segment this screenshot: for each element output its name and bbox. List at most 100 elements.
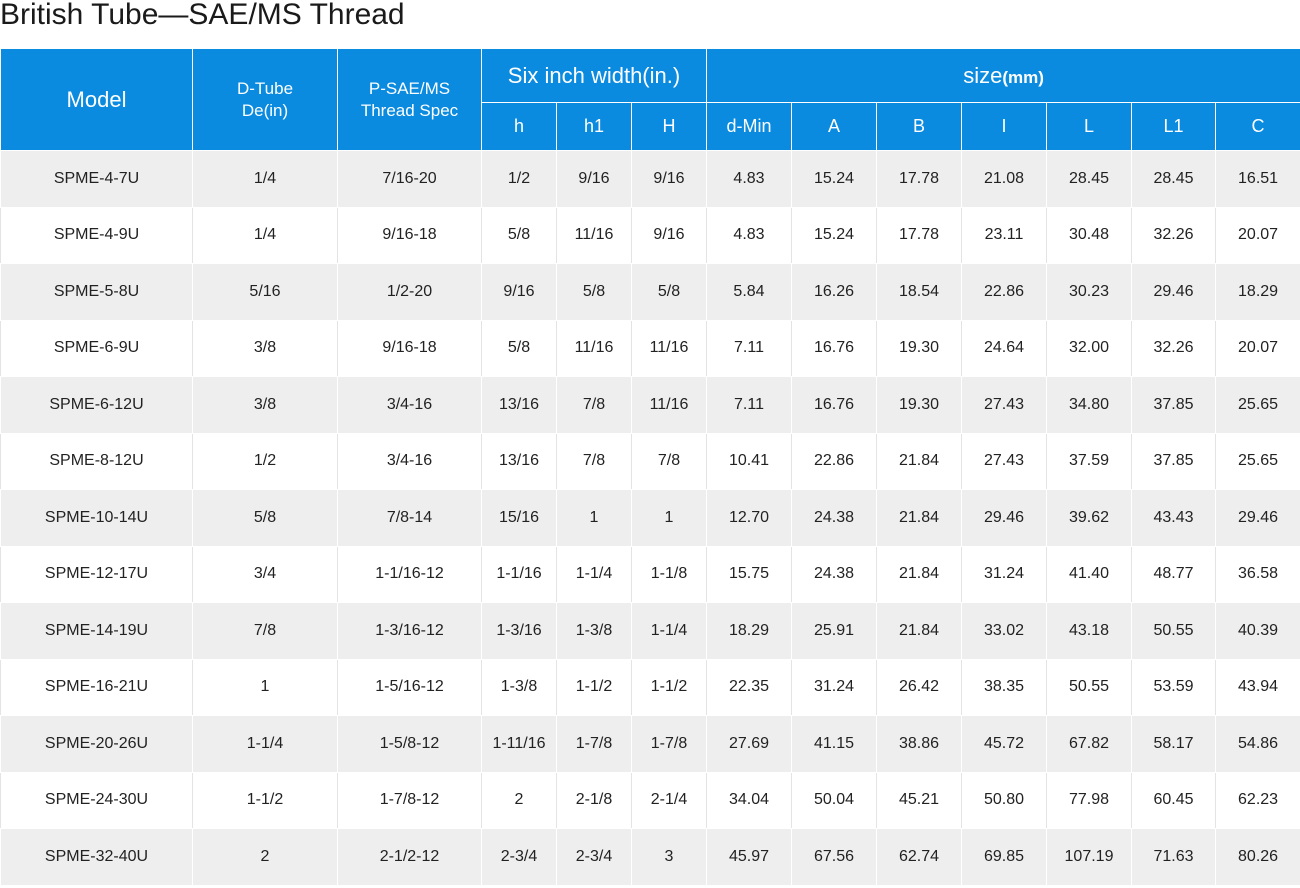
table-row: SPME-24-30U 1-1/2 1-7/8-12 2 2-1/8 2-1/4 34.04…: [0, 771, 1300, 829]
model-cell: SPME-4-9U: [0, 206, 193, 264]
model-cell: SPME-5-8U: [0, 263, 193, 321]
table-cell: 21.08: [961, 150, 1047, 208]
table-cell: 1/2: [192, 432, 338, 490]
table-cell: 24.38: [791, 545, 877, 603]
table-row: SPME-32-40U 2 2-1/2-12 2-3/4 2-3/4 3 45.97 67.5…: [0, 828, 1300, 886]
table-cell: 62.23: [1214, 771, 1300, 829]
table-cell: 10.41: [706, 432, 792, 490]
table-cell: 32.26: [1131, 206, 1216, 264]
model-cell: SPME-8-12U: [0, 432, 193, 490]
subheader-cell: I: [961, 102, 1047, 151]
table-cell: 18.29: [1214, 263, 1300, 321]
table-cell: 5/16: [192, 263, 338, 321]
table-cell: 3/4: [192, 545, 338, 603]
table-cell: 7.11: [706, 319, 792, 377]
table-cell: 67.82: [1046, 715, 1132, 773]
table-cell: 1-1/2: [631, 658, 707, 716]
table-cell: 11/16: [631, 319, 707, 377]
table-cell: 1-7/8: [631, 715, 707, 773]
table-cell: 7/8-14: [337, 489, 482, 547]
table-cell: 7/8: [556, 432, 632, 490]
table-cell: 15.24: [791, 150, 877, 208]
model-cell: SPME-10-14U: [0, 489, 193, 547]
table-cell: 1: [192, 658, 338, 716]
table-cell: 34.04: [706, 771, 792, 829]
table-cell: 1-5/16-12: [337, 658, 482, 716]
table-cell: 1-1/4: [192, 715, 338, 773]
table-cell: 1: [631, 489, 707, 547]
header-d-tube-line1: D-Tube: [236, 78, 294, 98]
table-cell: 1-7/8: [556, 715, 632, 773]
table-cell: 34.80: [1046, 376, 1132, 434]
table-cell: 60.45: [1131, 771, 1216, 829]
table-cell: 1/2: [481, 150, 557, 208]
table-cell: 32.00: [1046, 319, 1132, 377]
table-cell: 25.65: [1214, 376, 1300, 434]
table-cell: 20.07: [1214, 319, 1300, 377]
table-cell: 43.43: [1131, 489, 1216, 547]
table-cell: 17.78: [876, 150, 962, 208]
subheader-cell: C: [1214, 102, 1300, 151]
table-cell: 30.48: [1046, 206, 1132, 264]
table-cell: 2: [192, 828, 338, 886]
table-cell: 7/8: [631, 432, 707, 490]
table-cell: 29.46: [961, 489, 1047, 547]
table-cell: 37.59: [1046, 432, 1132, 490]
table-cell: 2-1/2-12: [337, 828, 482, 886]
table-cell: 107.19: [1046, 828, 1132, 886]
table-cell: 50.55: [1131, 602, 1216, 660]
table-cell: 21.84: [876, 602, 962, 660]
table-cell: 18.54: [876, 263, 962, 321]
table-cell: 41.15: [791, 715, 877, 773]
table-cell: 11/16: [556, 206, 632, 264]
header-six-inch-width: Six inch width(in.): [481, 48, 707, 103]
table-cell: 15/16: [481, 489, 557, 547]
table-row: SPME-6-9U 3/8 9/16-18 5/8 11/16 11/16 7.11 16.7…: [0, 319, 1300, 377]
table-body: SPME-4-7U 1/4 7/16-20 1/2 9/16 9/16 4.83 15.24 1…: [0, 150, 1300, 886]
table-cell: 4.83: [706, 206, 792, 264]
table-cell: 15.75: [706, 545, 792, 603]
table-row: SPME-4-9U 1/4 9/16-18 5/8 11/16 9/16 4.83 15.24…: [0, 206, 1300, 264]
table-cell: 9/16-18: [337, 319, 482, 377]
table-cell: 29.46: [1131, 263, 1216, 321]
table-cell: 45.72: [961, 715, 1047, 773]
table-cell: 45.21: [876, 771, 962, 829]
table-cell: 1-1/4: [556, 545, 632, 603]
table-cell: 31.24: [961, 545, 1047, 603]
table-cell: 1-3/8: [481, 658, 557, 716]
table-cell: 5/8: [556, 263, 632, 321]
table-cell: 1-7/8-12: [337, 771, 482, 829]
table-cell: 22.86: [791, 432, 877, 490]
table-cell: 17.78: [876, 206, 962, 264]
table-cell: 15.24: [791, 206, 877, 264]
header-p-sae-ms-line2: Thread Spec: [360, 100, 459, 120]
table-cell: 77.98: [1046, 771, 1132, 829]
table-cell: 30.23: [1046, 263, 1132, 321]
table-cell: 50.55: [1046, 658, 1132, 716]
table-cell: 3: [631, 828, 707, 886]
table-cell: 7/8: [556, 376, 632, 434]
table-cell: 3/8: [192, 319, 338, 377]
model-cell: SPME-16-21U: [0, 658, 193, 716]
table-cell: 32.26: [1131, 319, 1216, 377]
table-cell: 9/16: [556, 150, 632, 208]
table-cell: 2-3/4: [556, 828, 632, 886]
table-cell: 1: [556, 489, 632, 547]
table-cell: 9/16: [481, 263, 557, 321]
table-cell: 5/8: [481, 206, 557, 264]
table-cell: 43.18: [1046, 602, 1132, 660]
table-cell: 9/16-18: [337, 206, 482, 264]
table-cell: 1-3/16: [481, 602, 557, 660]
model-cell: SPME-20-26U: [0, 715, 193, 773]
subheader-cell: L: [1046, 102, 1132, 151]
table-cell: 36.58: [1214, 545, 1300, 603]
subheader-cell: H: [631, 102, 707, 151]
table-cell: 33.02: [961, 602, 1047, 660]
table-cell: 21.84: [876, 432, 962, 490]
spec-table: Model D-Tube De(in) P-SAE/MS Thread Spec…: [0, 48, 1300, 886]
table-cell: 18.29: [706, 602, 792, 660]
table-row: SPME-20-26U 1-1/4 1-5/8-12 1-11/16 1-7/8 1-7/…: [0, 715, 1300, 773]
table-cell: 24.38: [791, 489, 877, 547]
table-cell: 24.64: [961, 319, 1047, 377]
